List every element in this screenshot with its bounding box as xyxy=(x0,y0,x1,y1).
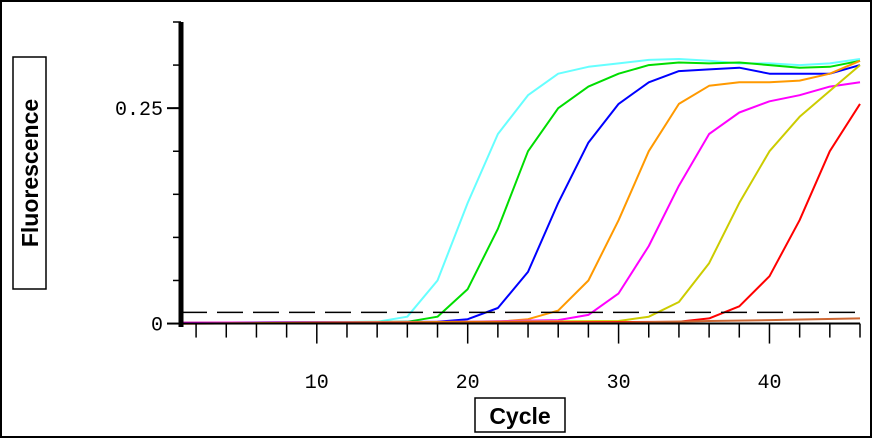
series-layer xyxy=(180,58,861,325)
x-tick-label: 10 xyxy=(305,372,329,395)
y-tick-label: 0 xyxy=(151,315,163,338)
y-axis-title: Fluorescence xyxy=(17,99,43,247)
series-line-5 xyxy=(180,81,861,324)
label-layer: 10 20 30 40 0 0.25 xyxy=(115,99,781,395)
series-line-4 xyxy=(180,59,861,324)
series-line-1 xyxy=(180,58,861,324)
x-axis-title-box xyxy=(474,397,566,433)
y-tick-label: 0.25 xyxy=(115,99,163,122)
y-axis-title-box xyxy=(12,56,47,290)
x-tick-label: 30 xyxy=(607,372,631,395)
series-line-6 xyxy=(180,64,861,325)
series-line-3 xyxy=(180,64,861,324)
x-tick-label: 20 xyxy=(456,372,480,395)
tick-layer xyxy=(167,21,861,344)
series-line-2 xyxy=(180,59,861,324)
x-tick-label: 40 xyxy=(757,372,781,395)
x-axis-title: Cycle xyxy=(489,403,550,429)
